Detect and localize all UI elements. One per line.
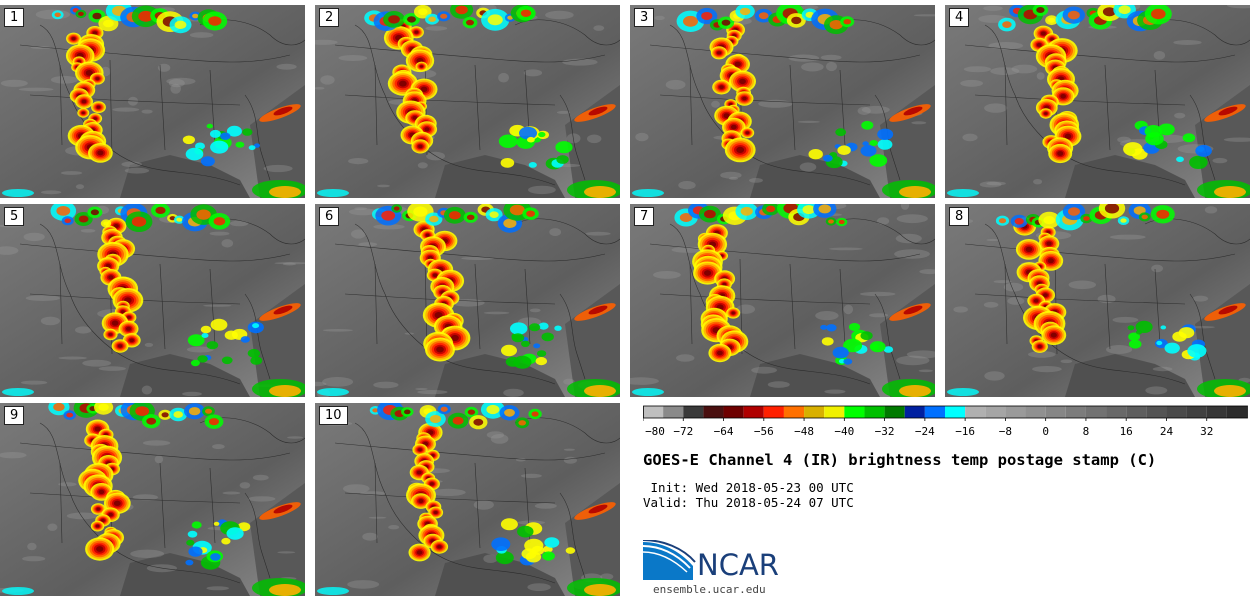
panel-number-label: 1 [4,8,25,27]
colorbar-bin [1085,406,1107,418]
panel-map [630,5,935,198]
stamp-panel-8: 8 [945,204,1250,397]
colorbar-bin [1166,406,1187,418]
panel-map [0,204,305,397]
colorbar-tick-label: −48 [794,425,814,437]
colorbar: −80 −72 −64 −56 −48 −40 −32 −24 −16 −8 0 8 16 24 32 [642,405,1248,438]
colorbar-bin [804,406,825,418]
colorbar-bin [1126,406,1147,418]
stamp-panel-6: 6 [315,204,620,397]
colorbar-bin [743,406,764,418]
colorbar-svg: −80 −72 −64 −56 −48 −40 −32 −24 −16 −8 0 8 16 24 32 [642,405,1248,438]
stamp-panel-10: 10 [315,403,620,596]
source-url: ensemble.ucar.edu [653,583,766,596]
colorbar-bin [985,406,1006,418]
colorbar-tick-label: −24 [915,425,935,437]
stamp-panel-5: 5 [0,204,305,397]
valid-time: Valid: Thu 2018-05-24 07 UTC [643,495,854,510]
panel-map [945,5,1250,198]
panel-map [0,5,305,198]
panel-number-label: 4 [949,8,970,27]
panel-map [315,5,620,198]
panel-number-label: 10 [319,406,348,425]
stamp-panel-2: 2 [315,5,620,198]
panel-number-label: 9 [4,406,25,425]
colorbar-tick-label: 16 [1120,425,1133,437]
colorbar-bin [1065,406,1086,418]
colorbar-tick-label: −80 [645,425,665,437]
colorbar-bin [945,406,966,418]
colorbar-tick-label: −16 [955,425,975,437]
colorbar-tick-label: 0 [1042,425,1049,437]
stamp-panel-3: 3 [630,5,935,198]
colorbar-bin [844,406,865,418]
panel-map [315,204,620,397]
colorbar-bin [723,406,744,418]
colorbar-bin [1206,406,1227,418]
colorbar-tick-label: −64 [714,425,734,437]
init-time: Init: Wed 2018-05-23 00 UTC [643,480,854,495]
colorbar-bin [663,406,684,418]
colorbar-bin [1226,406,1247,418]
colorbar-tick-label: −32 [875,425,895,437]
panel-number-label: 5 [4,207,25,226]
panel-map [630,204,935,397]
colorbar-tick-label: 32 [1200,425,1213,437]
colorbar-bin [904,406,925,418]
stamp-panel-4: 4 [945,5,1250,198]
panel-number-label: 2 [319,8,340,27]
panel-number-label: 3 [634,8,655,27]
stamp-panel-1: 1 [0,5,305,198]
colorbar-bin [1025,406,1046,418]
colorbar-bin [924,406,945,418]
ncar-logo-icon [643,540,696,580]
colorbar-tick-label: −56 [754,425,774,437]
colorbar-tick-label: −72 [673,425,693,437]
colorbar-bin [1186,406,1207,418]
ncar-logo-text: NCAR [697,548,779,582]
colorbar-bin [1045,406,1066,418]
colorbar-bin [1106,406,1127,418]
colorbar-bin [763,406,784,418]
colorbar-bin [1005,406,1026,418]
colorbar-tick-label: 8 [1083,425,1090,437]
colorbar-bin [783,406,805,418]
colorbar-bin [824,406,845,418]
colorbar-tick-label: 24 [1160,425,1174,437]
colorbar-bin [1146,406,1167,418]
colorbar-bin [683,406,704,418]
panel-number-label: 7 [634,207,655,226]
colorbar-bin [965,406,986,418]
panel-map [945,204,1250,397]
colorbar-bin [864,406,885,418]
colorbar-bin [884,406,905,418]
chart-title: GOES-E Channel 4 (IR) brightness temp po… [643,451,1157,469]
panel-number-label: 8 [949,207,970,226]
colorbar-bin [643,406,664,418]
stamp-panel-7: 7 [630,204,935,397]
panel-number-label: 6 [319,207,340,226]
colorbar-bin [703,406,724,418]
colorbar-frame [643,405,1248,419]
colorbar-tick-label: −40 [834,425,854,437]
colorbar-tick-label: −8 [999,425,1012,437]
stamp-panel-9: 9 [0,403,305,596]
panel-map [315,403,620,596]
panel-map [0,403,305,596]
